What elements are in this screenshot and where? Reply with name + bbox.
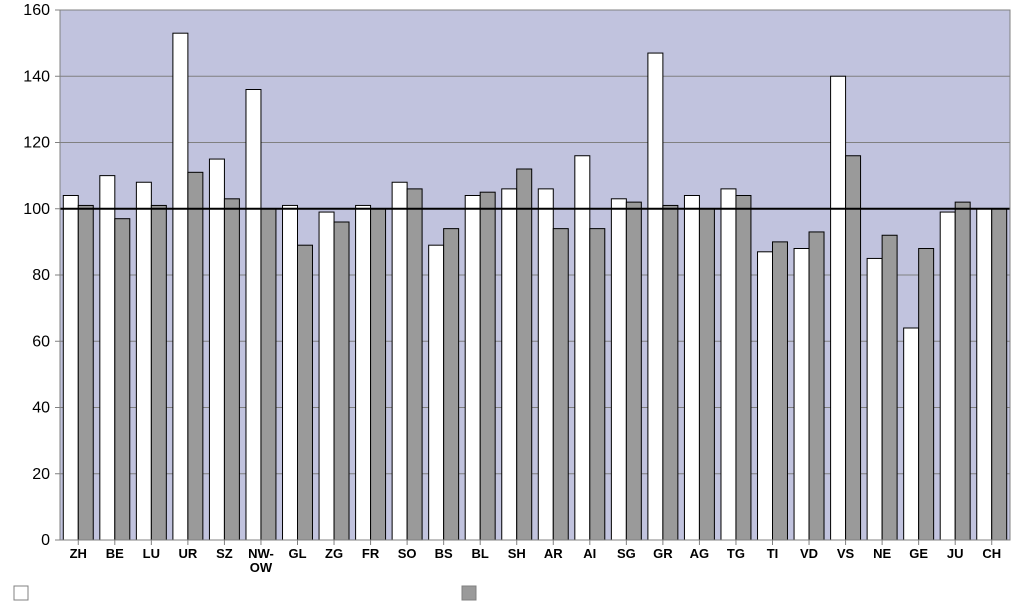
bar <box>940 212 955 540</box>
ytick-label: 160 <box>23 2 50 19</box>
bar <box>334 222 349 540</box>
xlabel: VD <box>800 546 818 561</box>
bar <box>356 205 371 540</box>
bar <box>590 229 605 540</box>
bar <box>758 252 773 540</box>
bar <box>882 235 897 540</box>
xlabel: LU <box>143 546 160 561</box>
bar <box>298 245 313 540</box>
xlabel: AG <box>690 546 710 561</box>
ytick-label: 60 <box>32 333 50 350</box>
ytick-label: 0 <box>41 532 50 549</box>
bar <box>246 90 261 541</box>
bar <box>319 212 334 540</box>
bar <box>136 182 151 540</box>
bar <box>611 199 626 540</box>
bar <box>209 159 224 540</box>
bar <box>480 192 495 540</box>
bar <box>115 219 130 540</box>
xlabel: SH <box>508 546 526 561</box>
bar <box>773 242 788 540</box>
bar <box>151 205 166 540</box>
xlabel: TI <box>767 546 779 561</box>
xlabel: AI <box>583 546 596 561</box>
bar <box>846 156 861 540</box>
bar <box>794 249 809 541</box>
bar <box>992 209 1007 540</box>
xlabel: OW <box>250 560 273 575</box>
ytick-label: 140 <box>23 68 50 85</box>
bar <box>392 182 407 540</box>
xlabel: JU <box>947 546 964 561</box>
bar <box>736 196 751 541</box>
canton-bar-chart: 0 20 40 60 80 100 120 140 160 ZH BE LU UR SZ NW-OW GL ZG… <box>0 0 1024 613</box>
bar <box>283 205 298 540</box>
bar <box>977 209 992 540</box>
bar <box>63 196 78 541</box>
bar <box>429 245 444 540</box>
bar <box>538 189 553 540</box>
xlabel: BL <box>472 546 489 561</box>
xlabel: VS <box>837 546 855 561</box>
bar <box>553 229 568 540</box>
ytick-label: 120 <box>23 135 50 152</box>
xlabel: NW- <box>248 546 274 561</box>
bar <box>465 196 480 541</box>
bar <box>831 76 846 540</box>
xlabel: SZ <box>216 546 233 561</box>
bar <box>648 53 663 540</box>
bar <box>78 205 93 540</box>
bar <box>867 258 882 540</box>
bar <box>173 33 188 540</box>
bar <box>699 209 714 540</box>
xlabel: GR <box>653 546 673 561</box>
bar <box>904 328 919 540</box>
legend-swatch <box>462 586 476 600</box>
xlabel: BS <box>435 546 453 561</box>
bar <box>444 229 459 540</box>
bar <box>721 189 736 540</box>
legend-swatch <box>14 586 28 600</box>
bar <box>919 249 934 541</box>
xlabel: SO <box>398 546 417 561</box>
bar <box>626 202 641 540</box>
ytick-label: 40 <box>32 400 50 417</box>
bar <box>663 205 678 540</box>
bar <box>224 199 239 540</box>
xlabel: AR <box>544 546 563 561</box>
xlabel: GE <box>909 546 928 561</box>
bar <box>955 202 970 540</box>
xlabel: ZG <box>325 546 343 561</box>
bar <box>517 169 532 540</box>
xlabel: SG <box>617 546 636 561</box>
bar <box>188 172 203 540</box>
bar <box>371 209 386 540</box>
xlabel: NE <box>873 546 891 561</box>
xlabel: FR <box>362 546 380 561</box>
bar <box>684 196 699 541</box>
xlabel: ZH <box>70 546 87 561</box>
xlabel: CH <box>982 546 1001 561</box>
xlabel: GL <box>288 546 306 561</box>
bar <box>502 189 517 540</box>
bar <box>407 189 422 540</box>
bar <box>100 176 115 540</box>
xlabel: UR <box>178 546 197 561</box>
bar <box>261 209 276 540</box>
ytick-label: 100 <box>23 201 50 218</box>
bar <box>575 156 590 540</box>
bar <box>809 232 824 540</box>
ytick-label: 80 <box>32 267 50 284</box>
xlabel: TG <box>727 546 745 561</box>
ytick-label: 20 <box>32 466 50 483</box>
xlabel: BE <box>106 546 124 561</box>
